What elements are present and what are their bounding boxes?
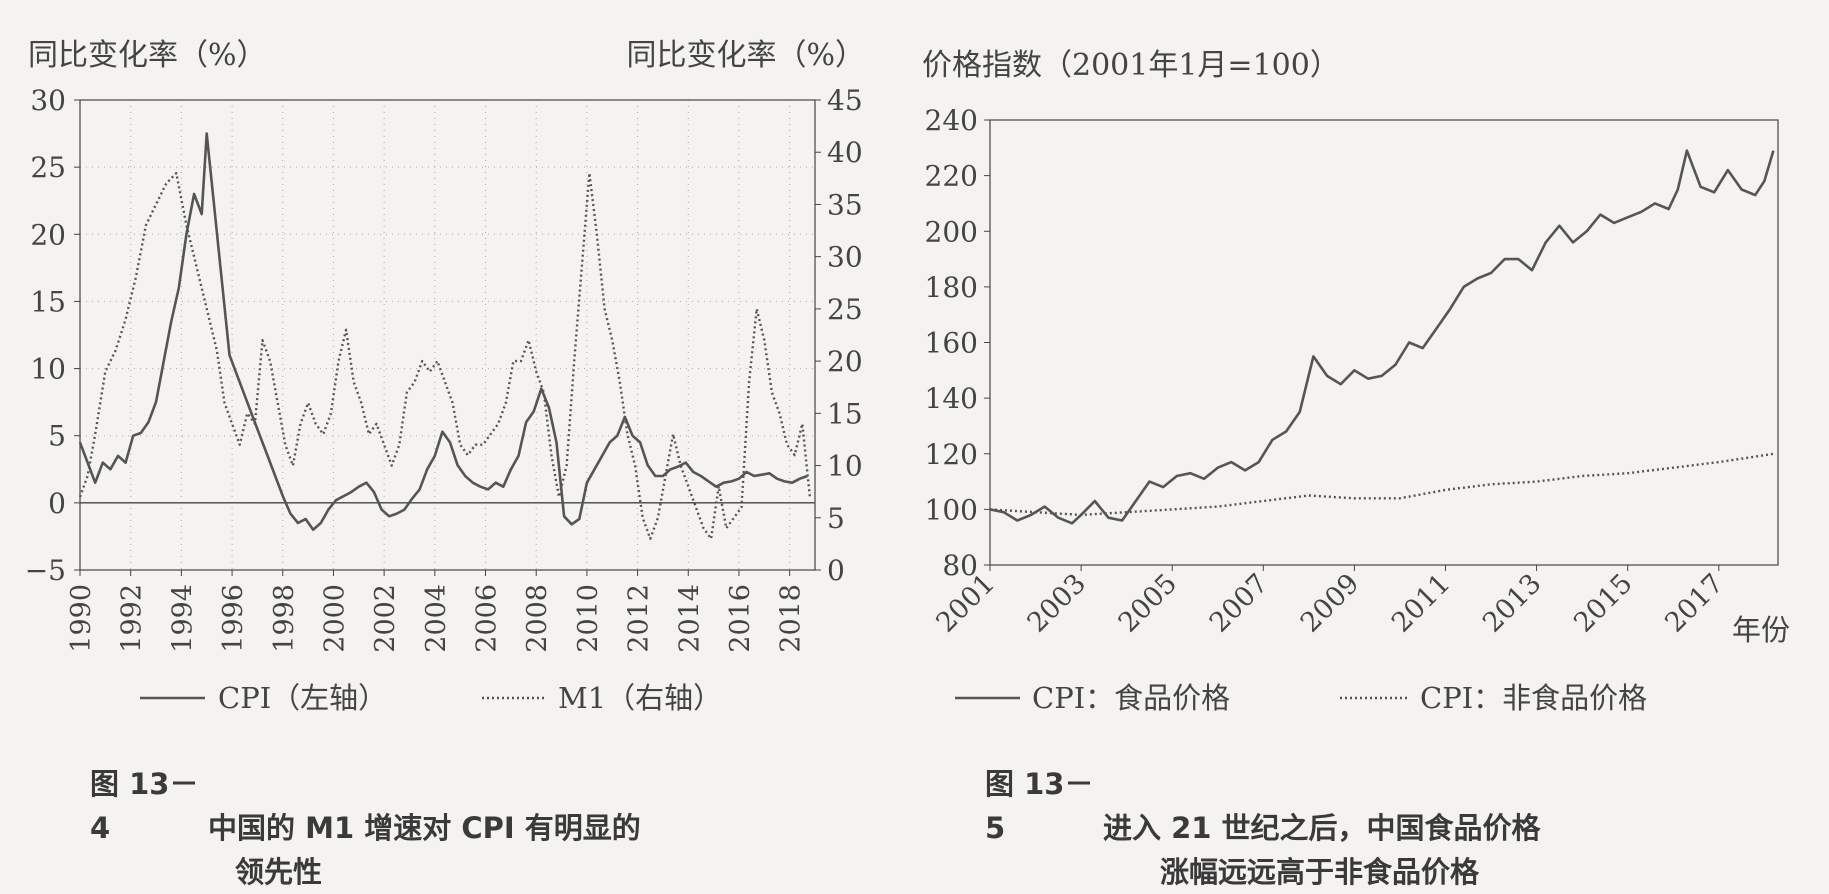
y-tick-label: 120 <box>925 438 978 471</box>
y-right-tick-label: 20 <box>827 345 863 378</box>
y-right-tick-label: 10 <box>827 450 863 483</box>
plot-frame <box>79 99 816 571</box>
x-tick-label: 2018 <box>776 584 807 653</box>
y-right-tick-label: 25 <box>827 293 863 326</box>
y-tick-label: 220 <box>925 160 978 193</box>
legend-label-m1: M1（右轴） <box>558 681 722 715</box>
series-line-cpi <box>78 132 808 532</box>
caption-line2: 涨幅远远高于非食品价格 <box>1160 855 1480 889</box>
y-left-tick-label: 15 <box>30 285 66 318</box>
x-tick-label: 2002 <box>370 584 401 653</box>
caption-line1: 进入 21 世纪之后，中国食品价格 <box>1103 811 1541 845</box>
series-line-nonfood <box>989 452 1774 517</box>
y-tick-label: 100 <box>925 493 978 526</box>
x-tick-label: 2003 <box>1022 568 1093 639</box>
y-left-tick-label: 25 <box>30 151 66 184</box>
legend-label-nonfood: CPI：非食品价格 <box>1420 681 1647 715</box>
x-tick-label: 2010 <box>573 584 604 653</box>
y-right-tick-label: 40 <box>827 136 863 169</box>
legend-label-food: CPI：食品价格 <box>1032 681 1230 715</box>
x-tick-label: 2012 <box>624 584 655 653</box>
y-left-tick-label: −5 <box>25 554 66 587</box>
x-tick-label: 2014 <box>674 584 705 653</box>
y-left-tick-label: 30 <box>30 84 66 117</box>
y-right-tick-label: 0 <box>827 554 845 587</box>
x-tick-label: 2017 <box>1659 568 1730 639</box>
y-right-tick-label: 45 <box>827 84 863 117</box>
y-right-tick-label: 15 <box>827 397 863 430</box>
x-tick-label: 2000 <box>319 584 350 653</box>
y-right-tick-label: 5 <box>827 502 845 535</box>
y-tick-label: 140 <box>925 382 978 415</box>
x-tick-label: 2013 <box>1477 568 1548 639</box>
figure-caption-13-4: 图 13－4 中国的 M1 增速对 CPI 有明显的 领先性 <box>90 762 810 894</box>
y-right-tick-label: 35 <box>827 188 863 221</box>
x-tick-label: 1994 <box>167 584 198 653</box>
x-tick-label: 1990 <box>66 584 97 653</box>
x-tick-label: 2011 <box>1386 568 1457 639</box>
x-tick-label: 2009 <box>1295 568 1366 639</box>
y-left-tick-label: 5 <box>48 420 66 453</box>
series-line-m1 <box>78 171 812 540</box>
figure-caption-13-5: 图 13－5 进入 21 世纪之后，中国食品价格 涨幅远远高于非食品价格 <box>985 762 1805 894</box>
x-tick-label: 1998 <box>269 584 300 653</box>
y-left-tick-label: 20 <box>30 218 66 251</box>
y-left-tick-label: 0 <box>48 487 66 520</box>
x-tick-label: 2006 <box>472 584 503 653</box>
y-left-tick-label: 10 <box>30 353 66 386</box>
x-tick-label: 2015 <box>1568 568 1639 639</box>
x-tick-label: 1992 <box>117 584 148 653</box>
y-tick-label: 160 <box>925 327 978 360</box>
y-tick-label: 200 <box>925 215 978 248</box>
m1-cpi-chart: −5 0 5 10 15 20 25 30 0 5 10 15 20 25 30 35 40 45 1990 1992… <box>25 38 865 715</box>
y-left-axis-title: 同比变化率（%） <box>28 38 267 73</box>
y-right-axis-title: 同比变化率（%） <box>626 38 865 73</box>
x-tick-label: 1996 <box>218 584 249 653</box>
caption-number: 图 13－5 <box>985 767 1094 845</box>
x-tick-label: 2008 <box>522 584 553 653</box>
y-right-tick-label: 30 <box>827 241 863 274</box>
y-tick-label: 240 <box>925 104 978 137</box>
caption-number: 图 13－4 <box>90 767 199 845</box>
x-axis-title: 年份 <box>1732 613 1790 647</box>
x-tick-label: 2016 <box>725 584 756 653</box>
legend-label-cpi: CPI（左轴） <box>218 681 387 715</box>
x-tick-label: 2005 <box>1113 568 1184 639</box>
y-axis-title: 价格指数（2001年1月=100） <box>922 48 1340 83</box>
y-tick-label: 180 <box>925 271 978 304</box>
caption-line1: 中国的 M1 增速对 CPI 有明显的 <box>208 811 641 845</box>
x-tick-label: 2007 <box>1204 568 1275 639</box>
y-tick-label: 80 <box>942 549 978 582</box>
x-tick-label: 2004 <box>421 584 452 653</box>
caption-line2: 领先性 <box>235 855 323 889</box>
series-line-food <box>989 149 1775 525</box>
